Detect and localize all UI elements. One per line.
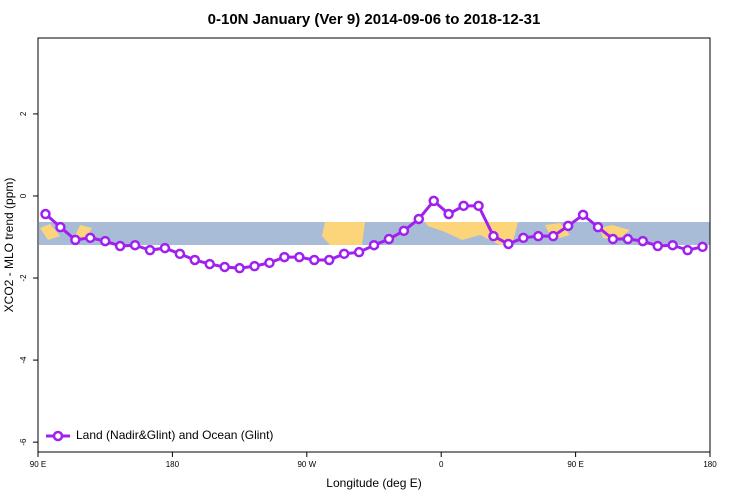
point bbox=[503, 238, 514, 250]
point bbox=[368, 239, 380, 251]
point bbox=[488, 230, 499, 242]
point bbox=[264, 257, 275, 269]
point bbox=[219, 261, 230, 273]
point bbox=[40, 208, 51, 220]
point bbox=[159, 242, 171, 254]
point bbox=[70, 234, 81, 246]
plot-frame bbox=[37, 37, 711, 453]
y-axis-label: XCO2 - MLO trend (ppm) bbox=[2, 178, 16, 313]
land-patch bbox=[322, 222, 365, 245]
point bbox=[592, 221, 604, 233]
legend-label: Land (Nadir&Glint) and Ocean (Glint) bbox=[76, 428, 273, 442]
point bbox=[353, 246, 365, 258]
point bbox=[309, 254, 320, 266]
point bbox=[413, 213, 425, 225]
point bbox=[428, 195, 439, 207]
x-axis-label: Longitude (deg E) bbox=[326, 476, 421, 490]
land-patch bbox=[40, 224, 60, 240]
point bbox=[607, 233, 619, 245]
point bbox=[562, 220, 574, 232]
point bbox=[174, 248, 186, 260]
y-tick-label: -4 bbox=[19, 356, 28, 364]
legend-marker bbox=[52, 430, 64, 442]
point bbox=[55, 221, 66, 233]
point bbox=[114, 240, 126, 252]
point bbox=[279, 251, 290, 263]
point bbox=[234, 262, 245, 274]
y-tick-label: 0 bbox=[19, 193, 28, 198]
point bbox=[667, 239, 678, 251]
point bbox=[518, 232, 529, 244]
point bbox=[189, 254, 201, 266]
y-tick-label: 2 bbox=[19, 111, 28, 116]
point bbox=[622, 233, 634, 245]
x-tick-label: 0 bbox=[439, 460, 444, 469]
y-tick-label: -6 bbox=[19, 438, 28, 446]
point bbox=[473, 200, 484, 212]
point bbox=[652, 240, 663, 252]
point bbox=[458, 200, 469, 212]
x-tick-label: 180 bbox=[703, 460, 717, 469]
point bbox=[577, 209, 589, 221]
point bbox=[398, 225, 410, 237]
point bbox=[99, 235, 111, 247]
point bbox=[547, 230, 559, 242]
point bbox=[383, 233, 395, 245]
point bbox=[249, 260, 260, 272]
x-tick-label: 90 E bbox=[30, 460, 46, 469]
point bbox=[533, 230, 544, 242]
point bbox=[85, 232, 96, 244]
point bbox=[204, 258, 215, 270]
point bbox=[338, 248, 350, 260]
point bbox=[129, 239, 141, 251]
x-tick-label: 180 bbox=[166, 460, 180, 469]
point bbox=[323, 254, 335, 266]
y-tick-label: -2 bbox=[19, 274, 28, 282]
x-tick-label: 90 E bbox=[567, 460, 583, 469]
point bbox=[682, 244, 693, 256]
chart-title: 0-10N January (Ver 9) 2014-09-06 to 2018… bbox=[208, 11, 541, 28]
point bbox=[637, 235, 649, 247]
point bbox=[443, 208, 454, 220]
point bbox=[144, 244, 156, 256]
land-patch bbox=[75, 225, 92, 240]
point bbox=[697, 241, 708, 253]
point bbox=[294, 251, 305, 263]
x-tick-label: 90 W bbox=[297, 460, 316, 469]
